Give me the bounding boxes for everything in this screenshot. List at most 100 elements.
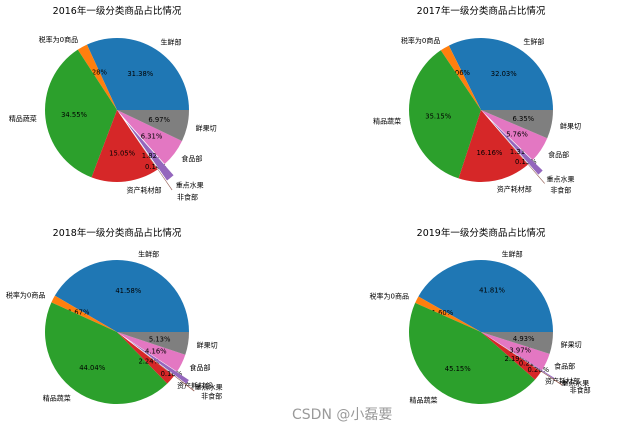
slice-label: 税率为0商品 [369,291,408,300]
chart-title: 2019年一级分类商品占比情况 [417,227,546,239]
pie-slice [481,332,550,371]
pie-slice [448,37,553,111]
slice-label: 非食部 [550,185,571,194]
pie-slice [117,332,189,355]
slice-percent: 5.13% [149,335,171,343]
slice-percent: 16.16% [476,149,502,157]
slice-percent: 41.81% [479,287,505,295]
slice-percent: 6.35% [513,115,535,123]
pie-slice [117,332,186,372]
slice-label: 税率为0商品 [39,35,78,44]
pie-slice [481,110,553,139]
slice-label: 资产耗材部 [127,186,162,195]
slice-percent: 0.21% [519,359,541,367]
csdn-watermark: CSDN @小磊要 [292,407,393,423]
slice-percent: 6.97% [148,116,170,124]
slice-percent: 2.24% [138,357,160,365]
slice-label: 精品蔬菜 [410,395,438,404]
pie-slice [131,130,173,191]
slice-label: 非食部 [570,385,591,394]
chart-title: 2016年一级分类商品占比情况 [53,5,182,17]
slice-label: 生鲜部 [138,250,159,259]
slice-label: 鲜果切 [197,340,218,349]
slice-percent: 15.05% [109,149,135,157]
pie-slice [481,110,548,161]
slice-label: 重点水果 [561,378,589,387]
slice-percent: 5.76% [506,130,528,138]
slice-percent: 1.82% [142,152,164,160]
slice-percent: 0.14% [145,163,167,171]
slice-label: 重点水果 [547,174,575,183]
pie-slice [51,295,117,332]
slice-label: 鲜果切 [196,123,217,132]
slice-label: 非食部 [201,392,222,401]
pie-slice [481,332,553,354]
pie-slice [44,302,168,405]
pie-slice [440,45,481,110]
slice-label: 重点水果 [176,180,204,189]
slice-percent: 0.18% [161,370,183,378]
pie-slice [409,302,536,405]
slice-label: 资产耗材部 [497,185,532,194]
slice-percent: 0.20% [527,366,549,374]
pie-slice [415,296,481,332]
slice-percent: 45.15% [445,365,471,373]
pie-slice [502,345,563,386]
slice-percent: 1.31% [510,148,532,156]
pie-slice [128,340,189,384]
chart-title: 2017年一级分类商品占比情况 [417,5,546,17]
pie-slice [481,332,542,380]
slice-percent: 32.03% [491,70,517,78]
slice-label: 鲜果切 [560,122,581,131]
slice-percent: 1.60% [432,309,454,317]
slice-label: 鲜果切 [561,340,582,349]
slice-label: 生鲜部 [523,37,544,46]
slice-percent: 4.93% [513,335,535,343]
pie-slice [409,50,481,179]
pie-slice [458,110,528,182]
slice-percent: 3.97% [509,347,531,355]
slice-percent: 0.15% [515,158,537,166]
pie-slice [497,129,545,184]
slice-percent: 6.31% [141,133,163,141]
slice-label: 资产耗材部 [177,381,212,390]
slice-percent: 2.06% [448,69,470,77]
slice-label: 精品蔬菜 [9,114,37,123]
slice-percent: 44.04% [79,364,105,372]
slice-percent: 2.19% [505,355,527,363]
pie-slice [86,38,189,110]
pie-slice [44,49,117,178]
pie-slice [54,260,190,332]
slice-label: 重点水果 [195,382,223,391]
slice-label: 食品部 [190,363,211,372]
pie-slice [418,260,553,332]
slice-label: 精品蔬菜 [43,394,71,403]
slice-label: 税率为0商品 [6,291,45,300]
slice-percent: 1.67% [68,309,90,317]
pie-slice [137,347,195,392]
slice-label: 税率为0商品 [401,36,440,45]
pie-slice [490,120,543,175]
slice-label: 食品部 [181,154,202,163]
pie-slice [91,110,158,182]
pie-slice [125,121,174,181]
slice-percent: 35.15% [425,112,451,120]
slice-label: 非食部 [177,193,198,202]
slice-label: 精品蔬菜 [373,117,401,126]
slice-label: 生鲜部 [161,38,182,47]
slice-label: 资产耗材部 [545,377,580,386]
slice-percent: 41.58% [115,287,141,295]
pie-slice [117,332,174,384]
pie-slice [117,110,189,141]
chart-title: 2018年一级分类商品占比情况 [53,227,182,239]
pie-slice [117,110,183,164]
slice-label: 食品部 [554,361,575,370]
pie-slice [77,44,117,110]
pie-slice [493,339,555,379]
slice-percent: 31.38% [127,70,153,78]
slice-label: 食品部 [548,150,569,159]
